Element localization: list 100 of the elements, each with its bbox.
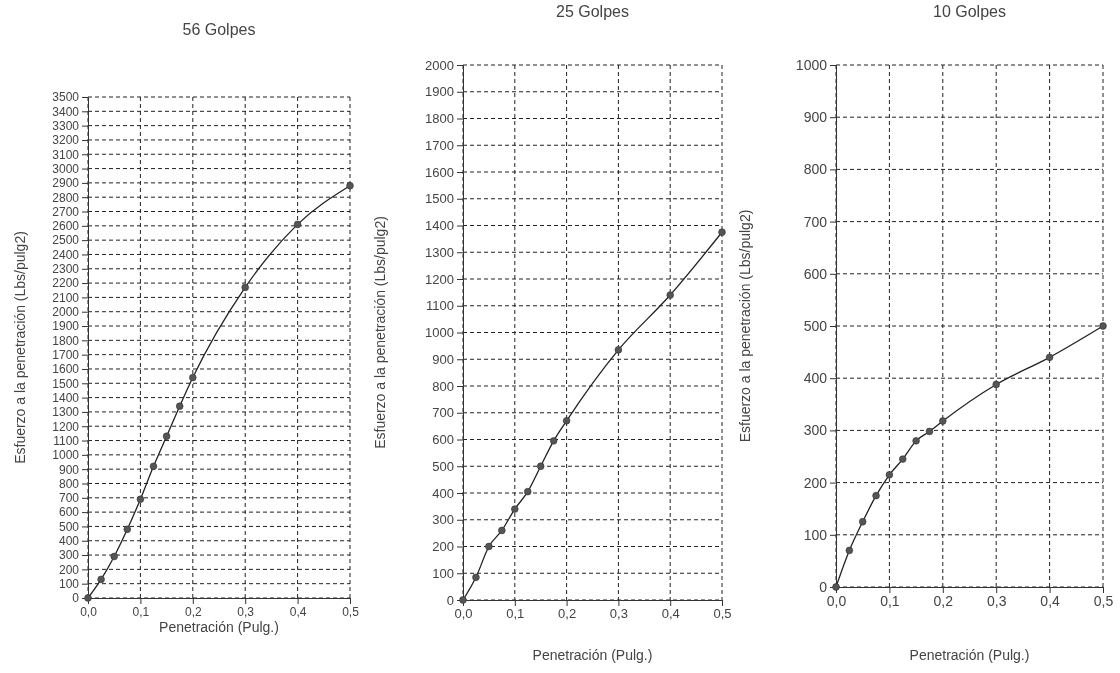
y-axis-title: Esfuerzo a la penetración (Lbs/pulg2) xyxy=(372,216,388,449)
x-tick-label: 0,5 xyxy=(1093,592,1114,609)
point xyxy=(925,427,934,436)
y-tick-label: 2300 xyxy=(52,262,80,277)
y-tick-label: 1900 xyxy=(52,319,80,334)
y-tick-label: 2500 xyxy=(52,233,80,248)
y-tick-label: 300 xyxy=(432,512,454,528)
y-tick-label: 3300 xyxy=(52,118,80,133)
point xyxy=(912,437,920,445)
point xyxy=(845,546,854,555)
point xyxy=(899,455,907,463)
y-tick-label: 300 xyxy=(58,548,80,563)
y-tick-label: 1200 xyxy=(425,271,454,287)
point xyxy=(859,518,867,526)
x-tick-label: 0,1 xyxy=(880,592,900,609)
point xyxy=(189,373,197,382)
chart-title: 25 Golpes xyxy=(556,3,629,20)
y-tick-label: 2800 xyxy=(52,190,80,205)
y-tick-label: 100 xyxy=(803,526,828,543)
x-tick-label: 0,2 xyxy=(184,604,202,619)
point xyxy=(885,471,894,479)
y-tick-label: 900 xyxy=(432,351,454,367)
y-tick-label: 900 xyxy=(58,462,80,477)
y-tick-label: 1200 xyxy=(52,419,80,434)
y-tick-label: 1900 xyxy=(425,84,454,100)
point xyxy=(176,402,184,410)
y-tick-label: 400 xyxy=(432,485,454,501)
x-tick-label: 0,4 xyxy=(289,604,307,619)
y-tick-label: 1100 xyxy=(53,433,80,448)
x-tick-label: 0,3 xyxy=(609,606,628,622)
y-tick-label: 100 xyxy=(58,577,80,592)
point xyxy=(162,432,171,440)
y-tick-label: 2100 xyxy=(52,290,80,305)
y-tick-label: 1800 xyxy=(425,111,454,127)
x-tick-label: 0,5 xyxy=(342,604,360,619)
point xyxy=(511,505,519,513)
point xyxy=(485,542,493,551)
y-tick-label: 1500 xyxy=(425,191,454,207)
y-tick-label: 0 xyxy=(446,592,454,608)
y-tick-label: 3200 xyxy=(52,133,80,148)
point xyxy=(97,575,105,584)
y-tick-label: 3500 xyxy=(52,90,80,105)
y-tick-label: 200 xyxy=(432,539,454,555)
y-tick-label: 800 xyxy=(58,476,80,491)
x-axis-title: Penetración (Pulg.) xyxy=(159,619,279,635)
point xyxy=(123,525,131,533)
x-tick-label: 0,0 xyxy=(80,604,98,619)
chart-title: 56 Golpes xyxy=(182,21,256,38)
y-tick-label: 800 xyxy=(803,161,828,178)
y-axis-title: Esfuerzo a la penetración (Lbs/pulg2) xyxy=(12,231,28,464)
point xyxy=(293,220,302,229)
y-tick-label: 1700 xyxy=(425,137,454,153)
y-tick-label: 700 xyxy=(803,213,828,230)
y-tick-label: 2200 xyxy=(52,276,80,291)
x-tick-label: 0,2 xyxy=(558,606,577,622)
y-tick-label: 3400 xyxy=(52,104,80,119)
y-tick-label: 3000 xyxy=(52,161,80,176)
x-tick-label: 0,2 xyxy=(933,592,954,609)
point xyxy=(241,283,249,292)
point xyxy=(472,573,480,581)
y-tick-label: 1000 xyxy=(425,325,454,341)
y-tick-label: 2000 xyxy=(52,305,80,320)
point xyxy=(872,491,880,500)
y-tick-label: 1300 xyxy=(52,405,80,420)
y-tick-label: 400 xyxy=(58,534,80,549)
point xyxy=(524,487,532,496)
chart-title: 10 Golpes xyxy=(933,3,1006,20)
y-tick-label: 1400 xyxy=(52,390,80,405)
point xyxy=(136,495,145,503)
x-tick-label: 0,0 xyxy=(826,592,847,609)
x-axis-title: Penetración (Pulg.) xyxy=(909,647,1030,663)
point xyxy=(498,526,506,535)
y-tick-label: 200 xyxy=(58,562,80,577)
y-tick-label: 3100 xyxy=(52,147,80,162)
point xyxy=(346,182,354,190)
x-axis-title: Penetración (Pulg.) xyxy=(532,647,653,663)
point xyxy=(939,417,947,425)
point xyxy=(666,291,674,299)
y-tick-label: 700 xyxy=(58,491,80,506)
point xyxy=(110,552,118,561)
x-tick-label: 0,3 xyxy=(986,592,1007,609)
point xyxy=(992,380,1000,389)
x-tick-label: 0,4 xyxy=(1040,592,1061,609)
y-tick-label: 0 xyxy=(72,591,80,606)
y-tick-label: 1600 xyxy=(52,362,80,377)
y-tick-label: 2000 xyxy=(425,57,454,73)
y-tick-label: 1700 xyxy=(52,348,80,362)
y-tick-label: 600 xyxy=(803,265,828,282)
y-tick-label: 2900 xyxy=(52,176,80,191)
x-tick-label: 0,1 xyxy=(506,606,525,622)
point xyxy=(614,346,623,354)
y-tick-label: 2400 xyxy=(52,247,80,262)
x-tick-label: 0,4 xyxy=(661,606,680,622)
y-tick-label: 1100 xyxy=(426,298,454,314)
point xyxy=(149,462,158,470)
y-tick-label: 500 xyxy=(803,317,828,334)
y-tick-label: 900 xyxy=(803,109,828,126)
y-tick-label: 1000 xyxy=(52,448,80,463)
point xyxy=(1099,322,1107,330)
y-tick-label: 1600 xyxy=(425,164,454,180)
